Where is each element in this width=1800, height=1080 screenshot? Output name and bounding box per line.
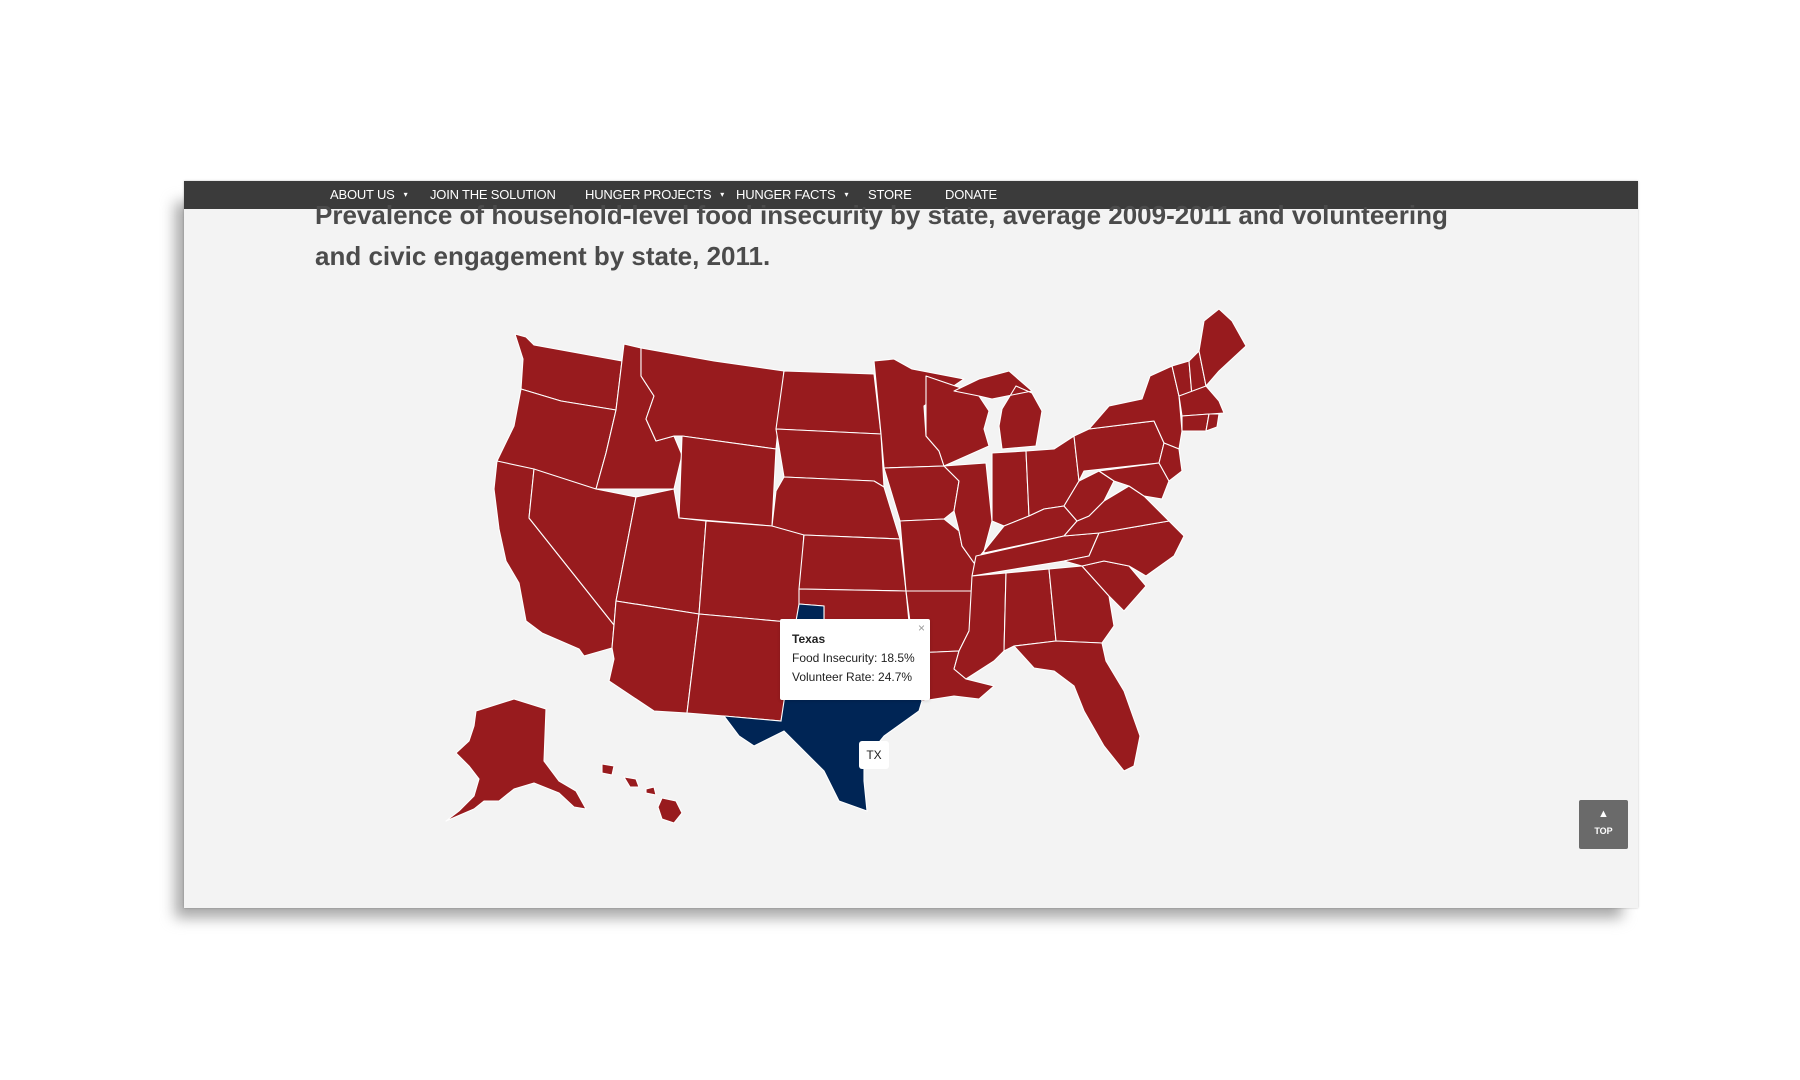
nav-label: HUNGER FACTS [736,187,836,202]
state-iowa[interactable] [883,465,960,522]
nav-item-join-the-solution[interactable]: JOIN THE SOLUTION [430,181,556,209]
state-label-badge: TX [859,741,889,769]
dropdown-caret-icon: ▾ [720,190,725,199]
state-north-carolina[interactable] [1063,520,1185,577]
state-massachusetts[interactable] [1178,385,1225,417]
nav-label: JOIN THE SOLUTION [430,187,556,202]
state-illinois[interactable] [943,462,993,564]
state-connecticut[interactable] [1181,413,1210,432]
state-rhode-island[interactable] [1205,413,1220,432]
state-hawaii[interactable] [601,763,683,824]
state-florida[interactable] [1013,640,1141,772]
state-montana[interactable] [640,347,785,450]
close-icon[interactable]: × [917,621,925,635]
state-arizona[interactable] [608,600,700,714]
state-maine[interactable] [1198,308,1247,387]
page-title: Prevalence of household-level food insec… [315,200,1448,271]
state-alabama[interactable] [1003,568,1057,652]
main-nav: ABOUT US ▾ JOIN THE SOLUTION HUNGER PROJE… [184,181,1638,209]
chevron-up-icon: ▲ [1598,808,1609,820]
state-wyoming[interactable] [678,435,777,527]
state-colorado[interactable] [698,520,805,624]
state-tooltip: × Texas Food Insecurity: 18.5% Volunteer… [780,619,930,700]
state-indiana[interactable] [991,450,1030,527]
tooltip-volunteer-rate: Volunteer Rate: 24.7% [792,670,913,684]
nav-label: HUNGER PROJECTS [585,187,712,202]
tooltip-title: Texas [792,632,826,646]
tooltip-food-insecurity: Food Insecurity: 18.5% [792,651,915,665]
nav-item-donate[interactable]: DONATE [945,181,997,209]
state-alaska[interactable] [445,698,587,822]
top-button-label: TOP [1594,826,1613,836]
state-michigan[interactable] [953,370,1043,450]
nav-item-about-us[interactable]: ABOUT US ▾ [330,181,408,209]
dropdown-caret-icon: ▾ [403,190,408,199]
nav-item-hunger-facts[interactable]: HUNGER FACTS ▾ [736,181,848,209]
state-nebraska[interactable] [771,476,901,540]
browser-viewport: ABOUT US ▾ JOIN THE SOLUTION HUNGER PROJE… [184,181,1638,908]
nav-item-hunger-projects[interactable]: HUNGER PROJECTS ▾ [585,181,724,209]
nav-label: DONATE [945,187,998,202]
state-new-jersey[interactable] [1158,442,1183,482]
back-to-top-button[interactable]: ▲ TOP [1579,800,1628,849]
nav-item-store[interactable]: STORE [868,181,912,209]
us-choropleth-map [445,308,1247,824]
state-north-dakota[interactable] [775,370,882,435]
dropdown-caret-icon: ▾ [844,190,849,199]
state-kansas[interactable] [798,534,907,592]
nav-label: STORE [868,187,912,202]
nav-label: ABOUT US [330,187,395,202]
